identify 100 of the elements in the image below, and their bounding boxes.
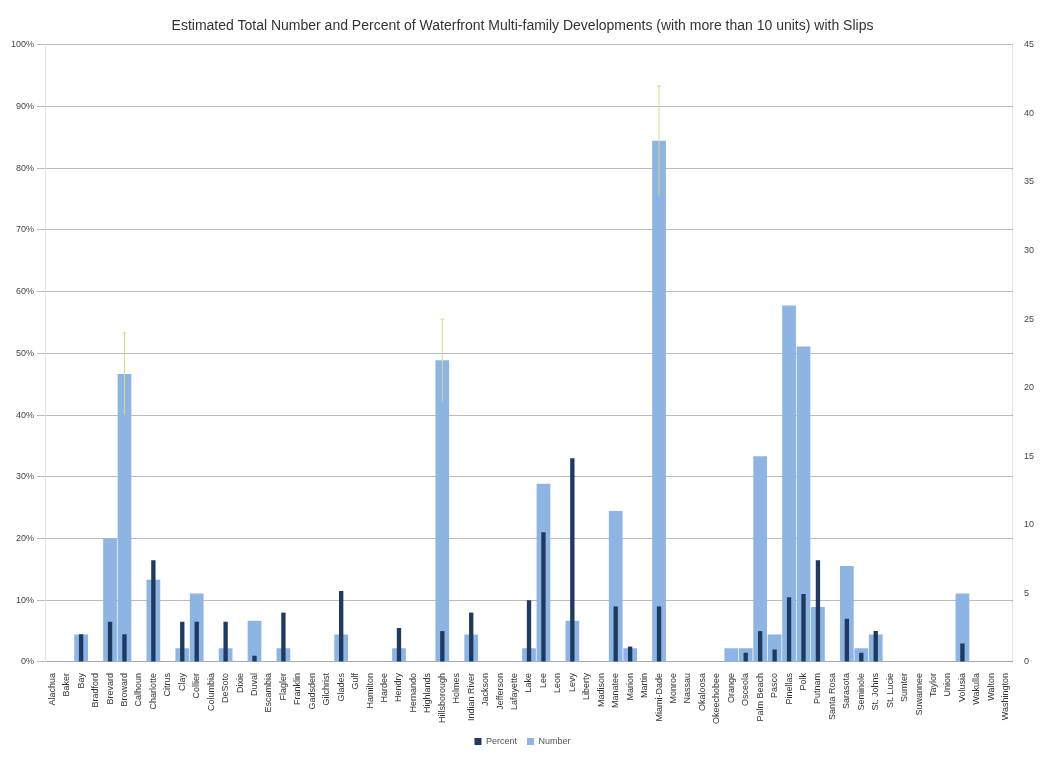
x-tick-label: Hamilton <box>364 672 375 709</box>
x-tick-label: Okeechobee <box>711 672 722 725</box>
bar <box>772 649 777 662</box>
x-tick-label: Taylor <box>928 672 939 697</box>
bar <box>844 618 850 662</box>
x-tick-label: Bay <box>75 672 86 689</box>
y2-tick-label: 25 <box>1023 313 1034 324</box>
x-tick-label: Suwannee <box>913 672 924 716</box>
x-tick-label: Hardee <box>379 672 390 703</box>
bar <box>613 606 618 662</box>
bar <box>107 621 113 662</box>
x-tick-label: Bradford <box>90 672 101 708</box>
x-tick-label: Indian River <box>465 672 476 721</box>
x-tick-label: Leon <box>552 672 563 693</box>
y-tick-label: 90% <box>16 101 35 111</box>
x-tick-label: Citrus <box>162 672 173 697</box>
y-tick-label: 80% <box>16 162 35 173</box>
bar <box>440 631 445 662</box>
legend-label: Percent <box>485 735 518 746</box>
bar <box>252 655 257 662</box>
x-tick-label: Miami-Dade <box>653 672 664 722</box>
x-tick-label: Madison <box>595 672 606 707</box>
x-tick-label: Dixie <box>234 672 245 693</box>
x-tick-label: Escambia <box>263 672 274 713</box>
bar <box>652 140 666 662</box>
x-tick-label: Santa Rosa <box>826 672 837 720</box>
legend-label: Number <box>538 735 571 746</box>
x-tick-label: Hernando <box>407 672 418 713</box>
y-tick-label: 40% <box>16 409 35 420</box>
y-tick-label: 10% <box>16 594 35 605</box>
y2-tick-label: 35 <box>1023 176 1034 187</box>
x-tick-label: Gadsden <box>306 672 317 710</box>
bar <box>247 620 262 662</box>
x-tick-label: Lafayette <box>509 672 520 710</box>
x-tick-label: Broward <box>118 672 129 707</box>
x-tick-label: Orange <box>725 672 736 703</box>
x-tick-label: Martin <box>639 672 650 698</box>
x-tick-label: Jefferson <box>494 672 505 710</box>
bar <box>435 360 450 662</box>
bar <box>786 597 792 662</box>
x-tick-label: Lake <box>523 672 534 693</box>
x-tick-label: Union <box>942 672 953 697</box>
x-tick-label: Nassau <box>682 672 693 704</box>
bar <box>955 593 970 662</box>
x-tick-label: Baker <box>61 672 72 697</box>
bar <box>960 643 965 662</box>
x-tick-label: Collier <box>191 672 202 699</box>
x-tick-label: Gilchrist <box>321 672 332 706</box>
x-tick-label: Manatee <box>610 672 621 708</box>
y-tick-label: 20% <box>16 533 35 544</box>
x-tick-label: DeSoto <box>220 672 231 703</box>
x-tick-label: Brevard <box>104 672 115 705</box>
bar <box>122 634 127 662</box>
x-tick-label: Levy <box>566 672 577 692</box>
x-tick-label: Volusia <box>956 672 967 702</box>
y-tick-label: 0% <box>21 656 35 667</box>
x-tick-label: Sarasota <box>841 672 852 709</box>
y2-tick-label: 20 <box>1023 382 1034 393</box>
x-tick-label: Alachua <box>46 672 57 706</box>
y-tick-label: 50% <box>16 347 35 358</box>
x-tick-label: Pasco <box>769 672 780 698</box>
y-tick-label: 70% <box>16 224 35 235</box>
chart-title: Estimated Total Number and Percent of Waterfront Multi-family Developments (with more than 10 units) with Slips <box>171 17 874 34</box>
x-tick-label: Osceola <box>740 672 751 706</box>
y-tick-label: 100% <box>10 39 35 50</box>
x-tick-label: Hillsborough <box>436 672 447 723</box>
x-tick-label: Pinellas <box>783 672 794 705</box>
y2-tick-label: 30 <box>1023 245 1034 256</box>
x-tick-label: Highlands <box>422 672 433 713</box>
x-tick-label: St. Lucie <box>884 672 895 708</box>
x-tick-label: Walton <box>985 672 996 701</box>
x-tick-label: Palm Beach <box>754 672 765 722</box>
x-tick-label: Washington <box>1000 672 1011 721</box>
x-tick-label: Hendry <box>393 672 404 702</box>
x-tick-label: Holmes <box>451 672 462 704</box>
y2-tick-label: 10 <box>1023 519 1034 530</box>
x-tick-label: Okaloosa <box>696 672 707 711</box>
x-tick-label: Liberty <box>581 672 592 700</box>
bar <box>656 606 662 662</box>
x-tick-label: Glades <box>335 672 346 702</box>
x-tick-label: Jackson <box>480 672 491 706</box>
x-tick-label: Polk <box>797 672 808 691</box>
x-tick-label: Flagler <box>277 672 288 701</box>
y-tick-label: 60% <box>16 286 35 297</box>
x-tick-label: Lee <box>537 672 548 688</box>
bar <box>541 532 546 662</box>
y2-tick-label: 15 <box>1023 450 1034 461</box>
x-tick-label: Franklin <box>292 672 303 705</box>
bar <box>801 594 806 662</box>
y-tick-label: 30% <box>16 471 35 482</box>
y2-tick-label: 40 <box>1023 107 1034 118</box>
bar <box>757 631 763 662</box>
x-tick-label: Columbia <box>205 672 216 711</box>
y2-tick-label: 5 <box>1023 587 1029 598</box>
y2-tick-label: 45 <box>1023 39 1034 50</box>
x-tick-label: Charlotte <box>147 672 158 710</box>
x-tick-label: Calhoun <box>133 672 144 707</box>
x-tick-label: Monroe <box>667 672 678 704</box>
x-tick-label: St. Johns <box>870 672 881 711</box>
x-tick-label: Sumter <box>899 672 910 702</box>
